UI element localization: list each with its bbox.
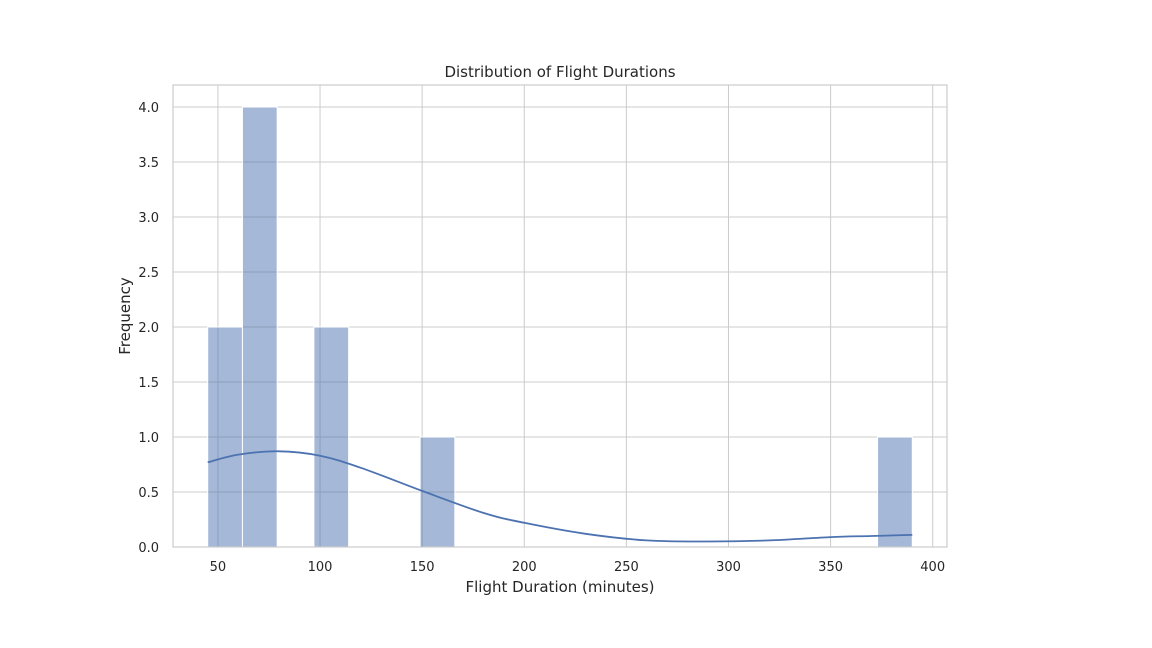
y-tick-label: 2.0 <box>138 321 159 336</box>
chart-title: Distribution of Flight Durations <box>444 63 675 81</box>
x-axis-label: Flight Duration (minutes) <box>466 578 655 596</box>
y-tick-label: 2.5 <box>138 266 159 281</box>
x-tick-label: 200 <box>512 560 537 575</box>
x-tick-labels: 50 100 150 200 250 300 350 400 <box>210 560 945 575</box>
y-tick-label: 3.0 <box>138 211 159 226</box>
x-tick-label: 100 <box>308 560 333 575</box>
y-tick-label: 3.5 <box>138 156 159 171</box>
kde-curve <box>207 450 913 543</box>
x-tick-label: 400 <box>920 560 945 575</box>
y-axis-label: Frequency <box>116 277 134 355</box>
x-tick-label: 300 <box>716 560 741 575</box>
histogram-bar <box>241 106 278 548</box>
y-tick-label: 0.5 <box>138 486 159 501</box>
histogram-bar <box>207 326 243 548</box>
y-tick-label: 0.0 <box>138 541 159 556</box>
histogram-bar <box>313 326 350 548</box>
grid-lines <box>173 85 947 548</box>
y-tick-label: 1.0 <box>138 431 159 446</box>
plot-frame <box>172 84 948 548</box>
x-tick-label: 350 <box>818 560 843 575</box>
x-tick-label: 50 <box>210 560 227 575</box>
y-tick-labels: 0.0 0.5 1.0 1.5 2.0 2.5 3.0 3.5 4.0 <box>138 101 159 556</box>
y-tick-label: 4.0 <box>138 101 159 116</box>
histogram-bar <box>877 436 913 548</box>
x-tick-label: 150 <box>410 560 435 575</box>
x-tick-label: 250 <box>614 560 639 575</box>
y-tick-label: 1.5 <box>138 376 159 391</box>
